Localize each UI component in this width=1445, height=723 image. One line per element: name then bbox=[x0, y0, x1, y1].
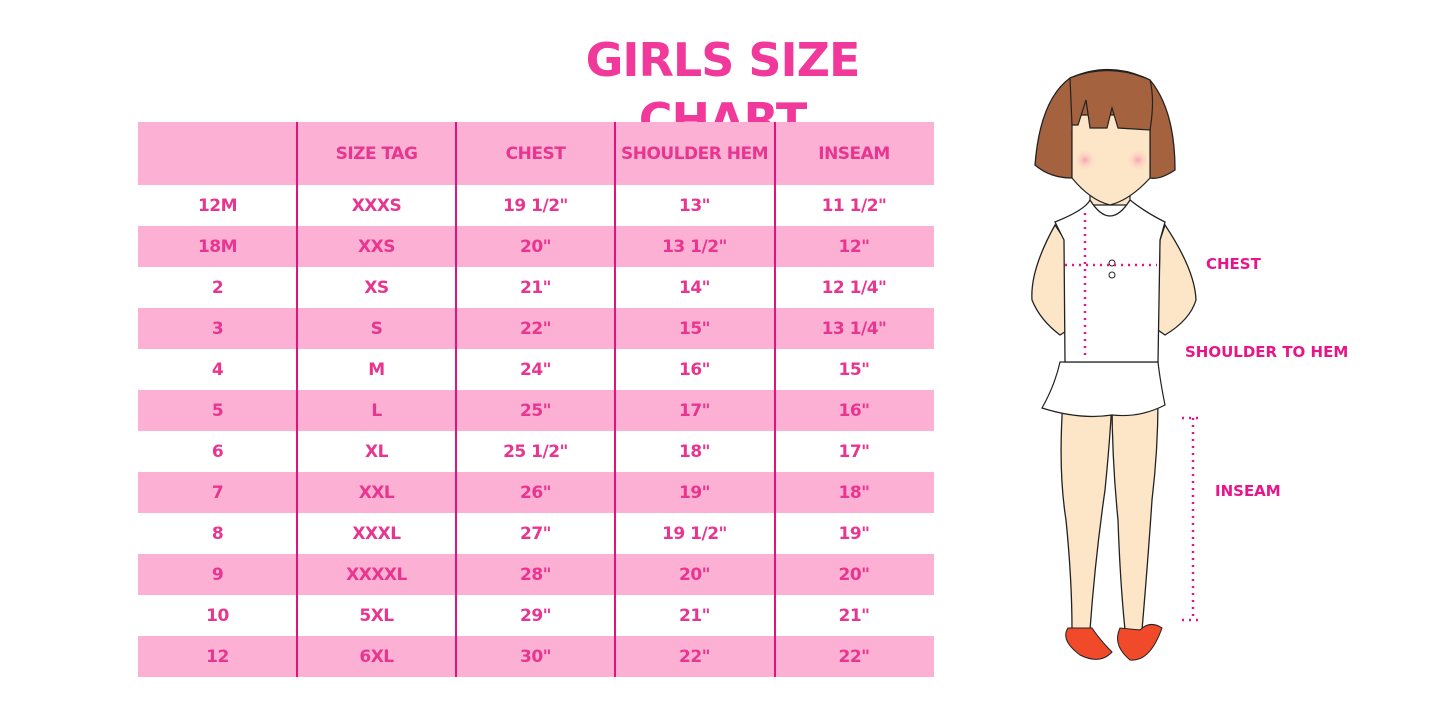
table-cell: XS bbox=[364, 277, 389, 298]
table-cell: XXS bbox=[358, 236, 395, 257]
girl-figure-icon bbox=[1031, 68, 1200, 661]
table-cell: 18M bbox=[197, 236, 238, 257]
table-cell: 25" bbox=[519, 400, 552, 421]
table-cell: 10 bbox=[206, 605, 229, 626]
table-cell: 20" bbox=[678, 564, 711, 585]
table-row: 10 5XL 29" 21" 21" bbox=[138, 595, 934, 636]
page-title: GIRLS SIZE CHART bbox=[585, 33, 861, 147]
table-cell: 21" bbox=[678, 605, 711, 626]
table-cell: 22" bbox=[838, 646, 870, 667]
table-cell: 14" bbox=[678, 277, 711, 298]
table-cell: 5 bbox=[211, 400, 224, 421]
table-cell: 15" bbox=[678, 318, 711, 339]
column-divider bbox=[774, 122, 776, 677]
table-cell: S bbox=[370, 318, 383, 339]
table-row: 7 XXL 26" 19" 18" bbox=[138, 472, 934, 513]
table-cell: 12M bbox=[197, 195, 238, 216]
table-cell: 24" bbox=[519, 359, 552, 380]
table-cell: 13 1/4" bbox=[821, 318, 887, 339]
table-cell: XXXL bbox=[352, 523, 401, 544]
column-divider bbox=[296, 122, 298, 677]
column-divider bbox=[455, 122, 457, 677]
table-cell: 26" bbox=[519, 482, 552, 503]
table-row: 3 S 22" 15" 13 1/4" bbox=[138, 308, 934, 349]
table-cell: 20" bbox=[838, 564, 870, 585]
table-cell: 12" bbox=[838, 236, 870, 257]
table-cell: XXXS bbox=[351, 195, 402, 216]
table-cell: 20" bbox=[519, 236, 552, 257]
table-cell: 2 bbox=[211, 277, 224, 298]
table-cell: 19 1/2" bbox=[662, 523, 727, 544]
table-cell: 3 bbox=[211, 318, 224, 339]
table-cell: 13 1/2" bbox=[662, 236, 727, 257]
table-cell: 8 bbox=[211, 523, 224, 544]
table-cell: 27" bbox=[519, 523, 552, 544]
table-cell: 4 bbox=[211, 359, 224, 380]
header-cell: SIZE TAG bbox=[335, 143, 418, 164]
table-cell: 17" bbox=[838, 441, 870, 462]
table-cell: M bbox=[368, 359, 385, 380]
table-row: 4 M 24" 16" 15" bbox=[138, 349, 934, 390]
size-table: SIZE TAG CHEST SHOULDER HEM INSEAM 12M XXXS 19… bbox=[138, 122, 934, 677]
inseam-label: INSEAM bbox=[1215, 482, 1281, 500]
table-row: 2 XS 21" 14" 12 1/4" bbox=[138, 267, 934, 308]
table-row: 9 XXXXL 28" 20" 20" bbox=[138, 554, 934, 595]
table-cell: 15" bbox=[838, 359, 870, 380]
table-row: 12 6XL 30" 22" 22" bbox=[138, 636, 934, 677]
table-cell: 22" bbox=[519, 318, 552, 339]
table-cell: 6XL bbox=[359, 646, 394, 667]
table-cell: 28" bbox=[519, 564, 552, 585]
table-cell: 30" bbox=[519, 646, 552, 667]
header-cell: INSEAM bbox=[818, 143, 890, 164]
column-divider bbox=[614, 122, 616, 677]
table-cell: 11 1/2" bbox=[821, 195, 887, 216]
table-cell: 18" bbox=[838, 482, 870, 503]
table-row: 5 L 25" 17" 16" bbox=[138, 390, 934, 431]
table-cell: 25 1/2" bbox=[503, 441, 568, 462]
table-cell: 5XL bbox=[359, 605, 394, 626]
table-cell: XXXXL bbox=[346, 564, 407, 585]
table-cell: 21" bbox=[519, 277, 552, 298]
table-cell: XL bbox=[365, 441, 388, 462]
table-cell: 16" bbox=[678, 359, 711, 380]
table-cell: 12 bbox=[206, 646, 229, 667]
table-cell: 12 1/4" bbox=[821, 277, 887, 298]
table-row: 8 XXXL 27" 19 1/2" 19" bbox=[138, 513, 934, 554]
table-cell: 22" bbox=[678, 646, 711, 667]
table-cell: 6 bbox=[211, 441, 224, 462]
table-row: 12M XXXS 19 1/2" 13" 11 1/2" bbox=[138, 185, 934, 226]
table-cell: 18" bbox=[678, 441, 711, 462]
table-cell: 9 bbox=[211, 564, 224, 585]
table-cell: 16" bbox=[838, 400, 870, 421]
table-row: 6 XL 25 1/2" 18" 17" bbox=[138, 431, 934, 472]
table-cell: 29" bbox=[519, 605, 552, 626]
shoulder-to-hem-label: SHOULDER TO HEM bbox=[1185, 343, 1349, 361]
table-cell: L bbox=[371, 400, 382, 421]
chest-label: CHEST bbox=[1206, 255, 1261, 273]
table-cell: 13" bbox=[678, 195, 711, 216]
table-cell: 17" bbox=[678, 400, 711, 421]
table-cell: 19" bbox=[678, 482, 711, 503]
table-cell: 19 1/2" bbox=[503, 195, 568, 216]
header-cell: SHOULDER HEM bbox=[620, 143, 769, 164]
table-cell: 21" bbox=[838, 605, 870, 626]
table-cell: XXL bbox=[358, 482, 395, 503]
header-cell: CHEST bbox=[505, 143, 566, 164]
table-header-row: SIZE TAG CHEST SHOULDER HEM INSEAM bbox=[138, 122, 934, 185]
table-row: 18M XXS 20" 13 1/2" 12" bbox=[138, 226, 934, 267]
table-cell: 7 bbox=[211, 482, 224, 503]
table-cell: 19" bbox=[838, 523, 870, 544]
